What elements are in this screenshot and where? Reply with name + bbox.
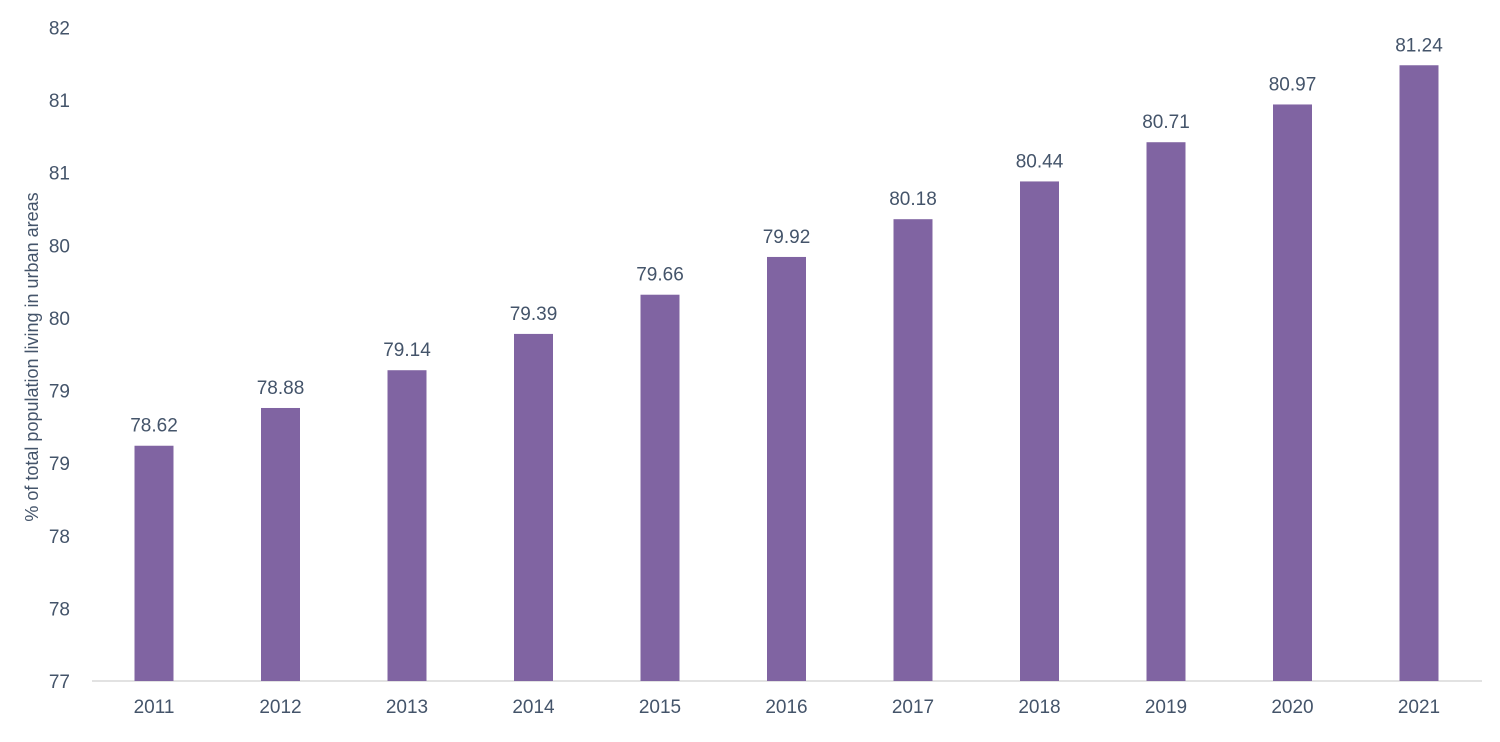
bar (767, 256, 806, 681)
x-tick-label: 2012 (259, 697, 301, 718)
y-tick-label: 79 (49, 382, 70, 403)
bar (1399, 65, 1439, 682)
y-tick-label: 81 (49, 91, 70, 112)
y-tick-label: 82 (49, 19, 70, 40)
x-tick-label: 2017 (892, 697, 934, 718)
bar-value-label: 80.97 (1269, 74, 1317, 95)
y-tick-label: 77 (49, 672, 70, 693)
bar (1146, 142, 1186, 681)
bar (640, 294, 680, 681)
y-tick-label: 78 (49, 599, 70, 620)
x-axis-ticks: 2011 2012 2013 2014 2015 2016 2017 2018 2019 2020… (134, 697, 1441, 718)
y-tick-label: 81 (49, 164, 70, 185)
bar (514, 333, 553, 681)
y-axis-title: % of total population living in urban ar… (22, 192, 42, 521)
x-tick-label: 2021 (1398, 697, 1440, 718)
x-tick-label: 2011 (134, 697, 175, 718)
bar-value-label: 78.62 (130, 416, 178, 437)
bar-value-label: 81.24 (1395, 35, 1443, 56)
bar (893, 219, 933, 681)
bar-value-label: 79.92 (763, 227, 811, 248)
data-labels-group: 78.62 78.88 79.14 79.39 79.66 79.92 80.18 80.44… (130, 35, 1443, 436)
y-axis-ticks: 77 78 78 79 79 80 80 81 81 82 (49, 19, 70, 694)
x-tick-label: 2016 (765, 697, 807, 718)
x-tick-label: 2014 (512, 697, 555, 718)
x-tick-label: 2018 (1018, 697, 1060, 718)
bar-value-label: 80.71 (1142, 112, 1190, 133)
bar (1273, 104, 1312, 682)
y-tick-label: 78 (49, 527, 70, 548)
bar-value-label: 78.88 (257, 378, 305, 399)
x-tick-label: 2020 (1271, 697, 1313, 718)
bar (261, 407, 300, 681)
bar-value-label: 80.44 (1016, 151, 1064, 172)
bar (387, 370, 427, 681)
bar-value-label: 79.39 (510, 304, 558, 325)
bar-value-label: 80.18 (889, 189, 937, 210)
x-tick-label: 2015 (639, 697, 681, 718)
y-tick-label: 80 (49, 309, 70, 330)
bar-value-label: 79.14 (383, 340, 431, 361)
x-tick-label: 2013 (386, 697, 428, 718)
y-tick-label: 79 (49, 454, 70, 475)
bars-group (134, 65, 1439, 682)
bar (1020, 181, 1059, 682)
bar (134, 445, 174, 681)
x-tick-label: 2019 (1145, 697, 1187, 718)
bar-value-label: 79.66 (636, 265, 684, 286)
y-tick-label: 80 (49, 236, 70, 257)
